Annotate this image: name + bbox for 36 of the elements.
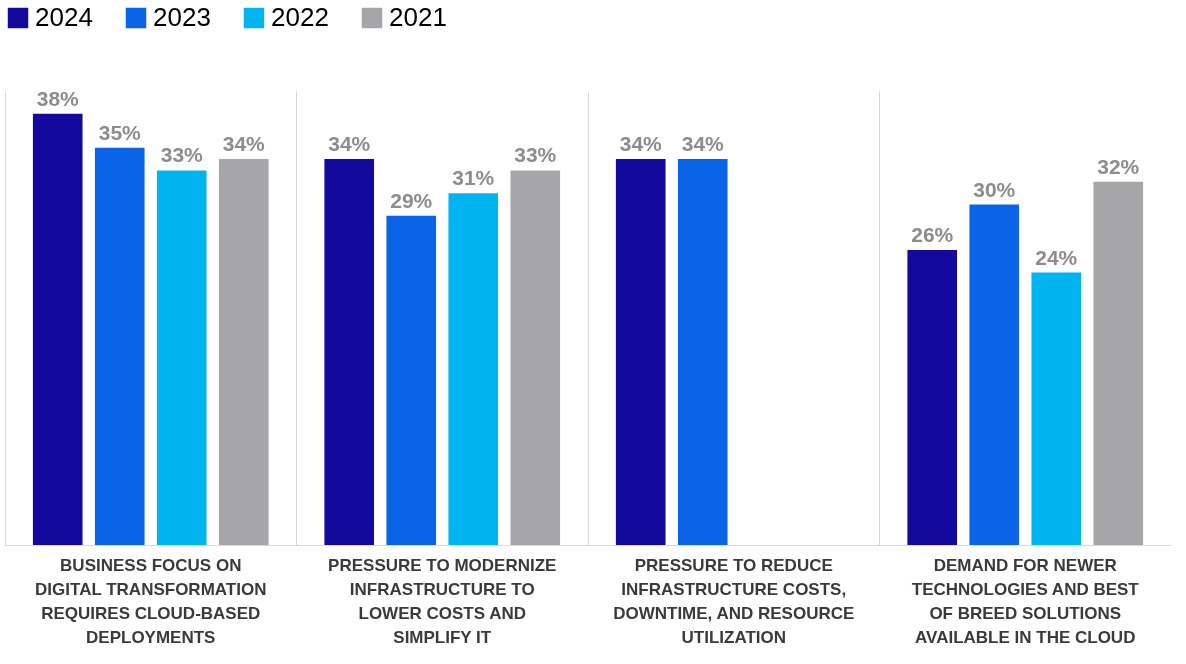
data-label: 26%	[911, 222, 954, 246]
data-label: 32%	[1097, 154, 1140, 178]
data-label: 30%	[973, 177, 1016, 201]
data-label: 29%	[390, 188, 433, 212]
bar	[324, 159, 375, 545]
bar	[156, 170, 207, 545]
bar	[969, 204, 1020, 545]
legend-label: 2021	[389, 2, 447, 32]
x-tick-label: PRESSURE TO REDUCE INFRASTRUCTURE COSTS, DOWNTIME, AND RESOURCE UTILIZATION	[613, 555, 855, 647]
bar	[677, 159, 728, 545]
bar	[1093, 181, 1144, 545]
x-tick-label: BUSINESS FOCUS ON DIGITAL TRANSFORMATION REQUIRES CLOUD-BASED DEPLOYMENTS	[35, 555, 267, 647]
bar	[615, 159, 666, 545]
legend-label: 2024	[35, 2, 93, 32]
bar	[907, 249, 958, 545]
bar	[94, 147, 145, 545]
data-label: 34%	[328, 132, 371, 156]
bar	[218, 159, 269, 545]
data-label: 34%	[619, 132, 663, 156]
bar	[1031, 272, 1082, 545]
legend-label: 2023	[153, 2, 211, 32]
bar	[386, 215, 437, 545]
data-label: 31%	[452, 166, 495, 190]
bar	[32, 113, 83, 545]
x-tick-label: DEMAND FOR NEWER TECHNOLOGIES AND BEST OF BREED SOLUTIONS AVAILABLE IN THE CLOUD	[911, 555, 1140, 647]
data-label: 38%	[36, 86, 80, 110]
data-label: 34%	[681, 132, 725, 156]
data-label: 33%	[514, 143, 557, 167]
data-label: 34%	[222, 132, 266, 156]
data-label: 35%	[98, 120, 142, 144]
bar	[510, 170, 561, 545]
legend-label: 2022	[271, 2, 329, 32]
data-label: 24%	[1035, 245, 1078, 269]
x-tick-label: PRESSURE TO MODERNIZE INFRASTRUCTURE TO LOWER COSTS AND SIMPLIFY IT	[328, 555, 557, 647]
bar	[448, 193, 499, 545]
data-label: 33%	[160, 143, 204, 167]
